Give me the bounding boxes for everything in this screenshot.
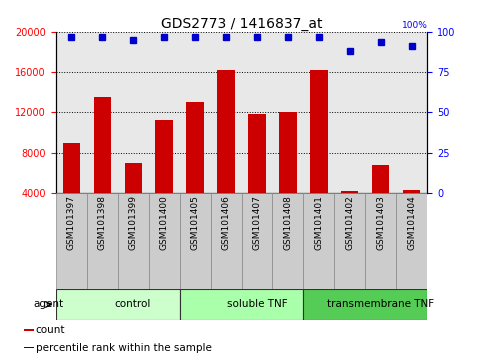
Bar <box>280 113 297 193</box>
Title: GDS2773 / 1416837_at: GDS2773 / 1416837_at <box>161 17 322 31</box>
FancyBboxPatch shape <box>117 193 149 289</box>
Text: GSM101402: GSM101402 <box>345 195 355 250</box>
Text: GSM101404: GSM101404 <box>408 195 416 250</box>
Text: GSM101406: GSM101406 <box>222 195 230 250</box>
Bar <box>94 97 111 193</box>
FancyBboxPatch shape <box>56 289 180 320</box>
FancyBboxPatch shape <box>397 193 427 289</box>
Bar <box>186 102 203 193</box>
Bar <box>125 163 142 193</box>
Text: percentile rank within the sample: percentile rank within the sample <box>36 343 212 353</box>
Text: control: control <box>115 299 151 309</box>
Text: GSM101400: GSM101400 <box>159 195 169 250</box>
FancyBboxPatch shape <box>366 193 397 289</box>
FancyBboxPatch shape <box>272 193 303 289</box>
Bar <box>311 70 327 193</box>
Text: 100%: 100% <box>401 21 427 30</box>
FancyBboxPatch shape <box>180 193 211 289</box>
FancyBboxPatch shape <box>180 289 303 320</box>
Text: GSM101405: GSM101405 <box>190 195 199 250</box>
Text: soluble TNF: soluble TNF <box>227 299 287 309</box>
Bar <box>248 114 266 193</box>
Text: GSM101401: GSM101401 <box>314 195 324 250</box>
Text: GSM101403: GSM101403 <box>376 195 385 250</box>
Bar <box>156 120 172 193</box>
Bar <box>24 347 34 348</box>
Bar <box>62 143 80 193</box>
Text: GSM101399: GSM101399 <box>128 195 138 250</box>
Text: transmembrane TNF: transmembrane TNF <box>327 299 435 309</box>
FancyBboxPatch shape <box>303 289 427 320</box>
Text: GSM101398: GSM101398 <box>98 195 107 250</box>
Text: GSM101397: GSM101397 <box>67 195 75 250</box>
FancyBboxPatch shape <box>86 193 117 289</box>
Text: GSM101407: GSM101407 <box>253 195 261 250</box>
Bar <box>24 329 34 331</box>
Bar <box>403 190 421 193</box>
Bar <box>372 165 389 193</box>
Bar <box>341 191 358 193</box>
Text: agent: agent <box>34 299 64 309</box>
FancyBboxPatch shape <box>211 193 242 289</box>
FancyBboxPatch shape <box>334 193 366 289</box>
Bar <box>217 70 235 193</box>
Text: count: count <box>36 325 65 335</box>
Text: GSM101408: GSM101408 <box>284 195 293 250</box>
FancyBboxPatch shape <box>242 193 272 289</box>
FancyBboxPatch shape <box>56 193 86 289</box>
FancyBboxPatch shape <box>149 193 180 289</box>
FancyBboxPatch shape <box>303 193 334 289</box>
